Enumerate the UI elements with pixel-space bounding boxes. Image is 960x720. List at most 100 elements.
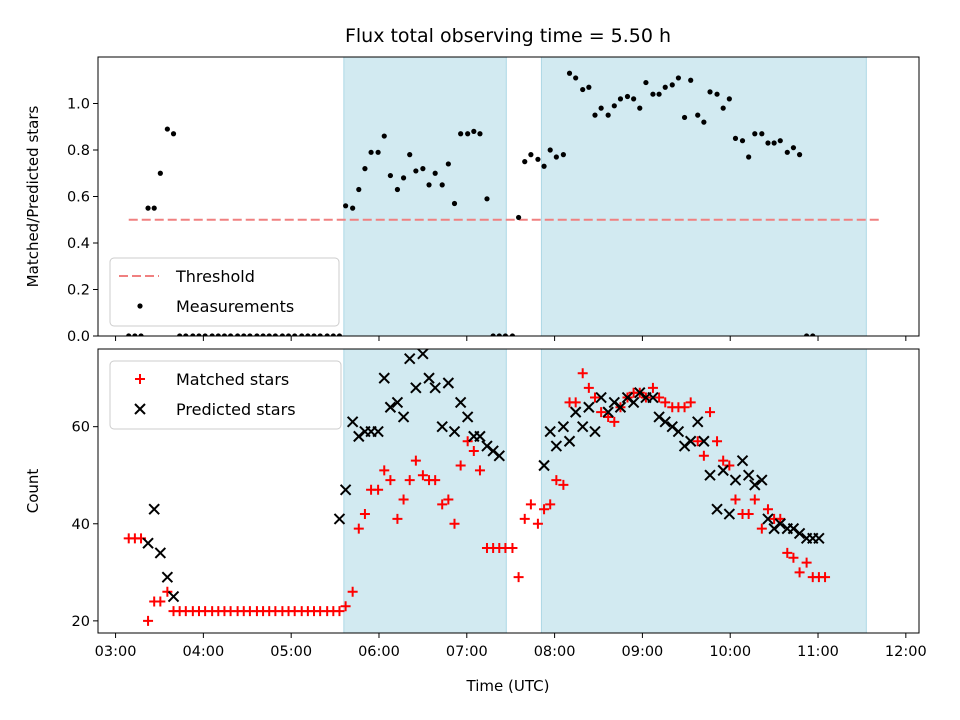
predicted-stars-point-10-21 (742, 469, 755, 481)
measurements-point-8-61 (605, 112, 611, 118)
measurements-point-3-8 (183, 333, 189, 336)
predicted-stars-point-3-37 (142, 537, 154, 549)
x-axis-label: Time (UTC) (466, 677, 550, 695)
matched-stars-point-6-42 (410, 455, 421, 466)
matched-stars-point-7-88 (539, 504, 550, 515)
measurements-point-9-85 (714, 91, 720, 97)
measurements-point-9-04 (643, 79, 649, 86)
matched-stars-point-5-99 (373, 484, 384, 495)
measurements-point-6-79 (445, 161, 451, 167)
measurements-point-3-51 (157, 170, 163, 176)
counts-observing-span-2 (540, 348, 867, 634)
predicted-stars-point-6-5 (417, 349, 429, 360)
matched-stars-point-7-15 (474, 465, 485, 476)
predicted-stars-point-10-28 (749, 479, 761, 491)
measurements-point-7-08 (471, 128, 477, 134)
measurements-point-10-65 (784, 149, 790, 155)
predicted-stars-point-6-64 (429, 382, 441, 394)
ratio-legend-box (109, 257, 340, 327)
measurements-point-7-52 (509, 333, 516, 336)
predicted-stars-point-9-99 (723, 508, 736, 520)
x-tick-label-4: 04:00 (182, 644, 224, 660)
predicted-stars-point-10-14 (736, 454, 749, 467)
matched-stars-point-10-79 (794, 567, 805, 578)
measurements-point-9-12 (650, 91, 656, 97)
counts-y-tick-label-60: 60 (72, 420, 90, 436)
measurements-point-5-19 (305, 333, 311, 336)
predicted-stars-point-8-17 (563, 435, 576, 447)
matched-stars-point-3-59 (162, 586, 173, 597)
matched-stars-point-10-65 (782, 547, 793, 558)
matched-stars-point-10-72 (788, 552, 799, 563)
measurements-point-9-63 (695, 112, 701, 118)
predicted-stars-point-9-63 (692, 416, 704, 428)
matched-stars-point-6-93 (455, 460, 466, 471)
measurements-point-7-59 (515, 214, 522, 221)
measurements-point-6-35 (407, 152, 413, 158)
predicted-stars-point-6-86 (448, 425, 461, 438)
measurements-point-4-53 (247, 333, 253, 336)
matched-stars-point-8-32 (577, 368, 588, 379)
predicted-stars-point-7-88 (538, 459, 550, 472)
ratio-y-tick-label-0-8: 0.8 (67, 143, 90, 159)
matched-stars-point-10-43 (762, 504, 773, 515)
matched-stars-point-7-81 (532, 518, 543, 529)
measurements-point-3-59 (164, 126, 170, 132)
matched-stars-point-6-13 (385, 475, 396, 486)
predicted-stars-point-8-53 (595, 391, 607, 404)
predicted-stars-point-5-55 (333, 513, 346, 525)
measurements-point-9-41 (675, 75, 682, 81)
measurements-point-5-7 (350, 205, 356, 211)
measurements-point-7-23 (484, 196, 490, 202)
matched-stars-point-5-77 (353, 523, 364, 534)
predicted-stars-point-5-7 (346, 416, 359, 428)
x-tick-label-10: 10:00 (709, 644, 751, 660)
predicted-stars-point-10-79 (793, 527, 806, 540)
measurements-point-4-24 (221, 333, 228, 336)
predicted-stars-point-6-28 (397, 411, 410, 423)
measurements-point-7-95 (547, 147, 553, 153)
measurements-point-3-22 (132, 333, 138, 336)
measurements-point-10-36 (759, 131, 765, 137)
measurements-point-8-68 (611, 103, 617, 109)
x-tick-label-8: 08:00 (534, 644, 576, 660)
predicted-stars-point-10-57 (774, 518, 786, 530)
measurements-point-5-84 (362, 166, 368, 172)
measurements-point-9-92 (720, 105, 726, 111)
measurements-point-8-46 (592, 112, 598, 118)
predicted-stars-point-9-41 (672, 425, 685, 438)
measurements-point-10-57 (777, 138, 783, 144)
matched-stars-point-8-53 (596, 407, 607, 418)
ratio-data-layer (126, 70, 880, 336)
predicted-stars-point-9-26 (659, 416, 671, 428)
predicted-stars-point-6-79 (442, 377, 455, 389)
x-tick-label-3: 03:00 (95, 644, 137, 660)
ratio-panel: 0.0 0.2 0.4 0.6 0.8 1.0 Matched/Predicted star… (24, 56, 920, 345)
measurements-point-10-94 (810, 333, 816, 336)
predicted-stars-point-10-06 (729, 474, 742, 486)
matched-stars-point-6-28 (398, 494, 409, 505)
measurements-point-8-02 (553, 154, 559, 160)
measurements-point-9-19 (656, 91, 662, 97)
predicted-stars-point-9-55 (684, 435, 697, 447)
legend-matched-stars-handle (135, 374, 145, 384)
predicted-stars-point-8-61 (602, 406, 614, 418)
measurements-point-10-06 (732, 135, 739, 141)
matched-stars-point-9-7 (698, 450, 709, 461)
matched-stars-point-9-19 (654, 392, 665, 403)
measurements-point-9-99 (726, 96, 732, 102)
predicted-stars-point-6-93 (454, 396, 467, 409)
matched-stars-point-7-08 (468, 445, 479, 456)
legend-measurements-handle (137, 303, 143, 309)
legend-threshold-label: Threshold (175, 267, 255, 286)
counts-observing-span-1 (343, 348, 507, 634)
predicted-stars-point-3-66 (167, 590, 180, 603)
predicted-stars-point-8-1 (557, 420, 570, 433)
measurements-point-6-42 (413, 168, 419, 174)
matched-stars-point-6-35 (404, 475, 415, 486)
matched-stars-point-8-02 (551, 475, 562, 486)
predicted-stars-point-8-32 (576, 420, 589, 433)
matched-stars-point-5-62 (340, 601, 351, 612)
counts-panel: 20 40 60 03:00 04:00 05:00 06:00 07:00 08:00 09:0… (24, 348, 927, 660)
